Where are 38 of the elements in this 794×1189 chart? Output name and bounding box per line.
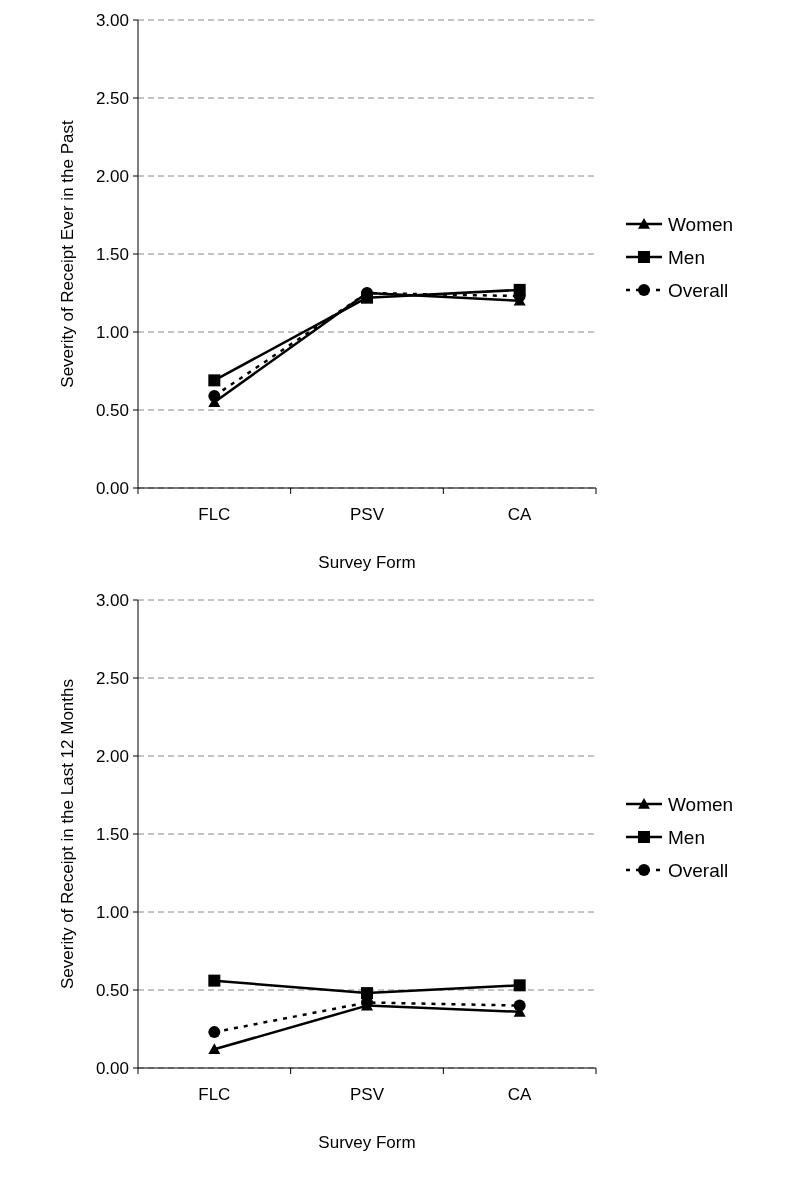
legend-label: Overall [668,279,729,301]
x-tick-label: CA [507,505,533,524]
y-tick-label: 2.00 [95,746,129,766]
y-tick-label: 0.50 [95,400,129,420]
point [513,999,526,1012]
y-tick-label: 1.50 [95,824,129,844]
x-axis-title: Survey Form [318,553,416,572]
x-tick-label: FLC [198,505,231,524]
legend-label: Overall [668,859,729,881]
x-axis-title: Survey Form [318,1133,416,1152]
y-tick-label: 0.00 [95,478,129,498]
x-tick-label: FLC [198,1085,231,1104]
x-tick-label: PSV [349,505,385,524]
point [208,389,221,402]
legend-label: Men [668,826,705,848]
y-tick-label: 0.50 [95,980,129,1000]
y-tick-label: 1.00 [95,902,129,922]
point [208,1026,221,1039]
y-tick-label: 1.50 [95,244,129,264]
point [208,374,221,387]
y-tick-label: 3.00 [95,10,129,30]
y-axis-title: Severity of Receipt in the Last 12 Months [58,679,77,989]
point [208,974,221,987]
y-tick-label: 2.50 [95,668,129,688]
point [361,987,373,1000]
x-tick-label: PSV [349,1085,385,1104]
point [208,1043,221,1055]
y-tick-label: 2.50 [95,88,129,108]
x-tick-label: CA [507,1085,533,1104]
y-axis-title: Severity of Receipt Ever in the Past [58,120,77,388]
y-tick-label: 2.00 [95,166,129,186]
legend-label: Women [668,793,734,815]
y-tick-label: 1.00 [95,322,129,342]
y-tick-label: 3.00 [95,590,129,610]
legend-label: Men [668,246,705,268]
legend-label: Women [668,213,734,235]
point [513,979,526,992]
y-tick-label: 0.00 [95,1058,129,1078]
